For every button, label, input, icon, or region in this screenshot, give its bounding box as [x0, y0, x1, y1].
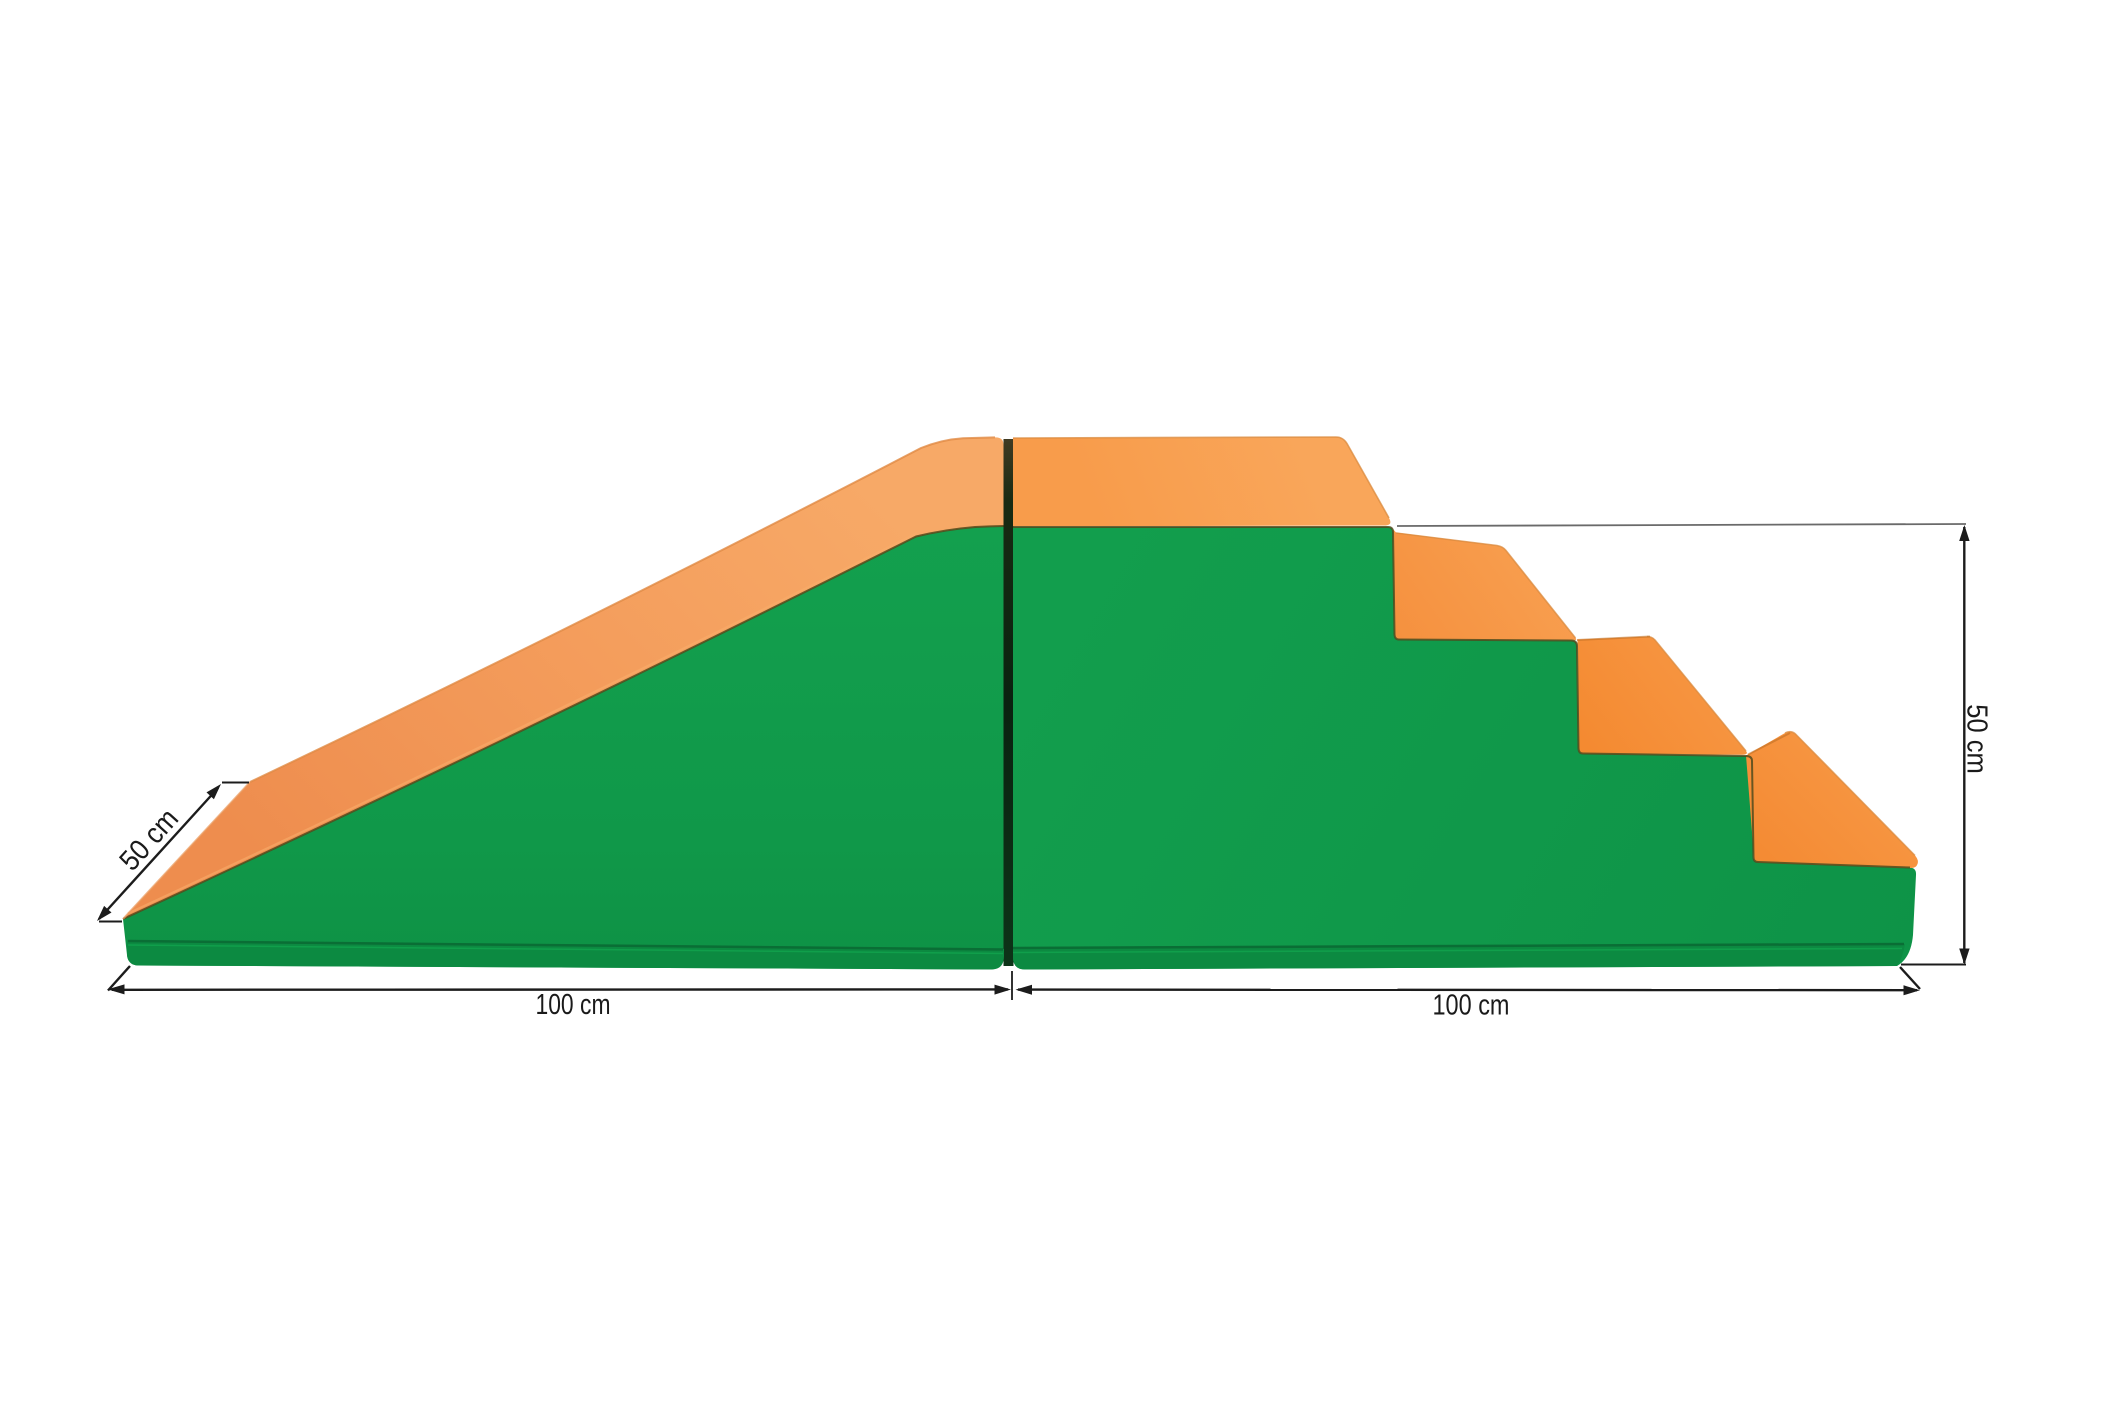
svg-text:100 cm: 100 cm: [1433, 990, 1510, 1022]
svg-text:100 cm: 100 cm: [536, 989, 611, 1021]
svg-text:50 cm: 50 cm: [1961, 704, 1994, 773]
